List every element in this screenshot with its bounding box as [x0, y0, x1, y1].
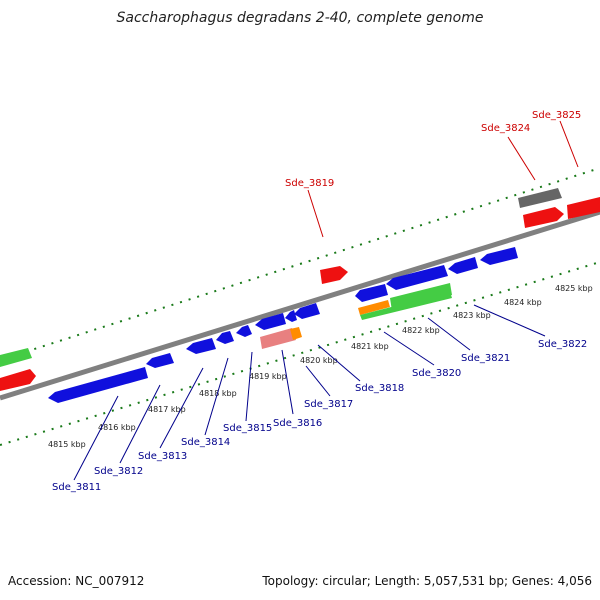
cds-arrow[interactable] — [523, 207, 564, 228]
cds-arrow[interactable] — [255, 313, 286, 330]
kbp-label: 4820 kbp — [300, 356, 338, 365]
gene-label[interactable]: Sde_3822 — [538, 339, 587, 350]
gene-label[interactable]: Sde_3812 — [94, 466, 143, 477]
gene-label[interactable]: Sde_3811 — [52, 482, 101, 493]
leader-line — [473, 304, 546, 337]
kbp-label: 4819 kbp — [249, 372, 287, 381]
kbp-label: 4816 kbp — [98, 423, 136, 432]
gene-label[interactable]: Sde_3825 — [532, 110, 581, 121]
reverse-cds-group — [48, 247, 518, 403]
gene-label[interactable]: Sde_3814 — [181, 437, 230, 448]
kbp-label: 4815 kbp — [48, 440, 86, 449]
map-title: Saccharophagus degradans 2-40, complete … — [116, 10, 484, 26]
forward-gene-labels: Sde_3819 Sde_3824 Sde_3825 — [285, 110, 581, 238]
leader-line — [383, 331, 435, 366]
cds-arrow[interactable] — [48, 367, 148, 403]
leader-line — [507, 136, 536, 181]
leader-line — [317, 344, 361, 382]
gene-label[interactable]: Sde_3824 — [481, 123, 530, 134]
leader-line — [73, 395, 119, 481]
leader-line — [427, 317, 471, 351]
leader-line — [119, 384, 161, 464]
cds-arrow[interactable] — [294, 303, 320, 319]
forward-cds-group — [0, 188, 600, 391]
cds-arrow[interactable] — [236, 325, 252, 337]
cds-arrow[interactable] — [355, 284, 388, 302]
gene-label[interactable]: Sde_3816 — [273, 418, 322, 429]
leader-line — [559, 120, 579, 168]
reverse-gene-labels: Sde_3811 Sde_3812 Sde_3813 Sde_3814 Sde_… — [52, 304, 587, 493]
kbp-label: 4817 kbp — [148, 405, 186, 414]
cds-arrow[interactable] — [0, 369, 36, 391]
leader-line — [159, 367, 204, 449]
cds-arrow[interactable] — [567, 197, 600, 219]
leader-line — [307, 189, 324, 238]
cds-arrow[interactable] — [216, 331, 234, 344]
cds-arrow[interactable] — [518, 188, 562, 208]
gene-label[interactable]: Sde_3815 — [223, 423, 272, 434]
accession-label: Accession: NC_007912 — [8, 574, 145, 588]
gene-label[interactable]: Sde_3821 — [461, 353, 510, 364]
topology-summary: Topology: circular; Length: 5,057,531 bp… — [262, 574, 592, 588]
cds-arrow[interactable] — [448, 257, 478, 274]
cds-arrow[interactable] — [285, 310, 297, 322]
kbp-label: 4825 kbp — [555, 284, 593, 293]
kbp-label: 4824 kbp — [504, 298, 542, 307]
kbp-label: 4822 kbp — [402, 326, 440, 335]
cds-arrow[interactable] — [290, 327, 302, 340]
gene-label[interactable]: Sde_3813 — [138, 451, 187, 462]
cds-arrow[interactable] — [386, 265, 448, 290]
cds-arrow[interactable] — [0, 348, 32, 367]
gene-label[interactable]: Sde_3818 — [355, 383, 404, 394]
cds-arrow[interactable] — [260, 328, 296, 349]
kbp-label: 4823 kbp — [453, 311, 491, 320]
kbp-label: 4821 kbp — [351, 342, 389, 351]
cds-arrow[interactable] — [146, 353, 174, 368]
gene-label[interactable]: Sde_3819 — [285, 178, 334, 189]
cds-arrow[interactable] — [480, 247, 518, 265]
lower-dotted-track — [0, 261, 600, 446]
cds-arrow[interactable] — [186, 338, 216, 354]
leader-line — [281, 349, 294, 415]
leader-line — [204, 357, 229, 436]
cds-arrow[interactable] — [358, 300, 390, 315]
leader-line — [305, 365, 331, 397]
gene-label[interactable]: Sde_3817 — [304, 399, 353, 410]
cds-arrow[interactable] — [320, 266, 348, 284]
backbone-line — [0, 209, 600, 401]
leader-line — [245, 351, 253, 422]
gene-label[interactable]: Sde_3820 — [412, 368, 461, 379]
cds-arrow[interactable] — [360, 292, 452, 320]
